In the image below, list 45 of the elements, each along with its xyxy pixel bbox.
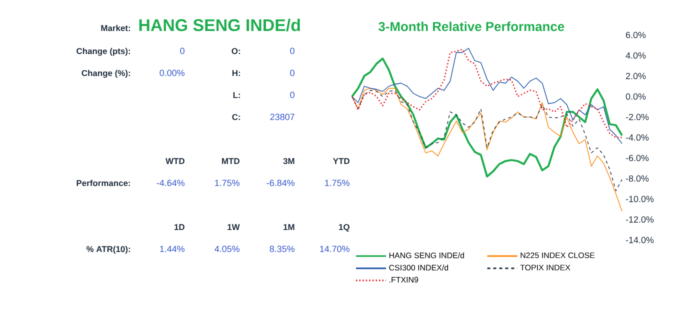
- text: -4.64%: [156, 180, 184, 186]
- y-tick-label: 0.0%: [626, 93, 646, 100]
- text: Market:: [101, 24, 130, 32]
- text: L:: [233, 92, 240, 98]
- text: 0.00%: [160, 70, 184, 76]
- y-tick-label: 6.0%: [626, 32, 646, 38]
- text: C:: [232, 114, 240, 120]
- text: 8.35%: [270, 246, 294, 252]
- y-tick-label: -4.0%: [626, 134, 649, 141]
- text: WTD: [166, 158, 184, 164]
- annotation: 1.75%: [325, 180, 350, 186]
- text: 1W: [228, 224, 240, 230]
- text: MTD: [222, 158, 240, 164]
- text: 1M: [284, 224, 294, 230]
- text: 0: [180, 48, 184, 54]
- y-tick-label: -2.0%: [626, 114, 649, 120]
- text: 0: [290, 48, 294, 54]
- text: % ATR(10):: [86, 246, 130, 254]
- text: O:: [232, 48, 240, 54]
- text: 23807: [270, 114, 294, 120]
- y-tick-label: -6.0%: [626, 154, 649, 162]
- y-tick-label: 4.0%: [626, 52, 646, 59]
- annotation: YTD: [333, 158, 350, 164]
- text: Change (%):: [82, 70, 130, 78]
- text: Performance:: [76, 180, 130, 186]
- text: 3M: [283, 158, 294, 164]
- chart-title: 3-Month Relative Performance: [378, 22, 564, 32]
- text: Change (pts):: [76, 48, 130, 56]
- text: 0: [290, 92, 294, 98]
- y-tick-label: -12.0%: [626, 216, 654, 223]
- y-tick-label: -14.0%: [626, 236, 654, 244]
- text: HANG SENG INDE/d: [139, 18, 300, 32]
- text: H:: [232, 70, 240, 76]
- text: 1D: [174, 224, 184, 230]
- text: 14.70%: [320, 246, 350, 252]
- text: 1.75%: [215, 180, 240, 186]
- y-tick-label: -8.0%: [626, 175, 649, 182]
- text: 4.05%: [214, 246, 240, 252]
- line-series: [352, 90, 622, 192]
- y-tick-label: -10.0%: [626, 196, 654, 202]
- y-tick-label: 2.0%: [626, 72, 646, 80]
- text: 0: [290, 70, 294, 76]
- annotation: 1Q: [339, 224, 350, 232]
- text: -6.84%: [266, 180, 294, 186]
- text: 1.44%: [160, 246, 184, 252]
